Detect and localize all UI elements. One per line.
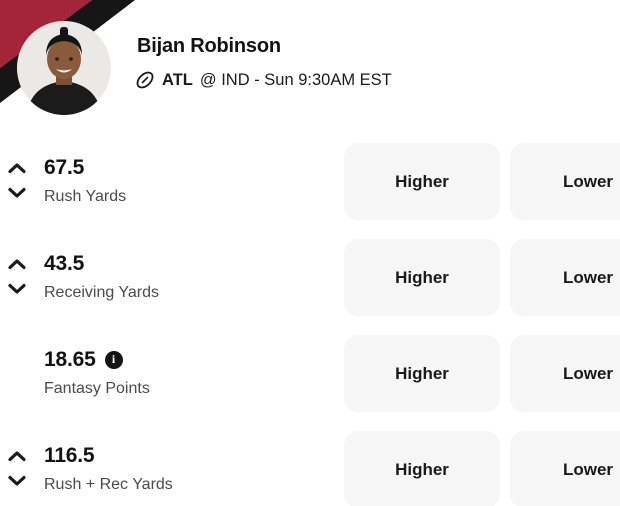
chevron-up-icon[interactable] xyxy=(8,162,26,174)
higher-button[interactable]: Higher xyxy=(344,143,500,220)
higher-button[interactable]: Higher xyxy=(344,431,500,506)
player-photo-placeholder xyxy=(17,21,111,115)
chevron-down-icon[interactable] xyxy=(8,283,26,295)
matchup-line: ATL @ IND - Sun 9:30AM EST xyxy=(135,70,392,90)
prop-label: Receiving Yards xyxy=(44,284,160,301)
prop-line-value: 116.5 xyxy=(44,444,95,467)
prop-text: 67.5 Rush Yards xyxy=(44,157,126,206)
prop-line-value: 67.5 xyxy=(44,156,85,179)
lower-button[interactable]: Lower xyxy=(510,431,620,506)
chevron-down-icon[interactable] xyxy=(8,475,26,487)
prop-row-fantasy-points: 18.65 i Fantasy Points Higher Lower xyxy=(0,335,620,431)
prop-label: Rush Yards xyxy=(44,188,127,205)
chevron-down-icon[interactable] xyxy=(8,187,26,199)
player-name: Bijan Robinson xyxy=(137,35,281,57)
prop-text: 116.5 Rush + Rec Yards xyxy=(44,445,173,494)
lower-button[interactable]: Lower xyxy=(510,335,620,412)
chevron-up-icon[interactable] xyxy=(8,450,26,462)
chevron-up-icon[interactable] xyxy=(8,258,26,270)
prop-row-rush-yards: 67.5 Rush Yards Higher Lower xyxy=(0,143,620,239)
player-avatar xyxy=(17,21,111,115)
lower-button[interactable]: Lower xyxy=(510,239,620,316)
prop-rows: 67.5 Rush Yards Higher Lower 43.5 xyxy=(0,143,620,506)
football-icon xyxy=(135,70,155,90)
prop-row-receiving-yards: 43.5 Receiving Yards Higher Lower xyxy=(0,239,620,335)
prop-text: 18.65 i Fantasy Points xyxy=(44,349,150,398)
matchup-details: @ IND - Sun 9:30AM EST xyxy=(199,70,392,89)
lower-button[interactable]: Lower xyxy=(510,143,620,220)
higher-button[interactable]: Higher xyxy=(344,335,500,412)
info-icon[interactable]: i xyxy=(104,350,123,369)
prop-line-value: 43.5 xyxy=(44,252,85,275)
prop-text: 43.5 Receiving Yards xyxy=(44,253,159,302)
team-abbreviation: ATL xyxy=(162,70,193,89)
higher-button[interactable]: Higher xyxy=(344,239,500,316)
prop-label: Rush + Rec Yards xyxy=(44,476,173,493)
prop-row-rush-rec-yards: 116.5 Rush + Rec Yards Higher Lower xyxy=(0,431,620,506)
prop-line-value: 18.65 xyxy=(44,348,96,371)
prop-label: Fantasy Points xyxy=(44,380,150,397)
